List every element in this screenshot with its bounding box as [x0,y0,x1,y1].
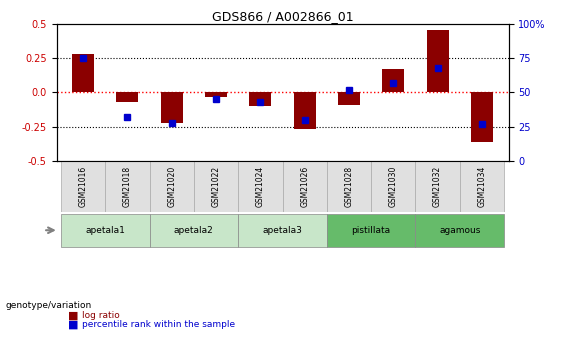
Bar [205,92,227,97]
Bar [238,214,327,247]
Text: GSM21034: GSM21034 [477,166,486,207]
Text: agamous: agamous [439,226,480,235]
Bar [150,161,194,212]
Bar [471,92,493,142]
Bar [327,214,415,247]
Bar [415,214,504,247]
Bar [105,161,150,212]
Text: GSM21026: GSM21026 [300,166,309,207]
Bar [72,54,94,92]
Text: apetala3: apetala3 [263,226,302,235]
Bar [61,161,105,212]
Text: apetala2: apetala2 [174,226,214,235]
Text: GSM21032: GSM21032 [433,166,442,207]
Text: log ratio: log ratio [82,311,120,320]
Bar [116,92,138,102]
Bar [282,161,327,212]
Bar [249,92,271,106]
Text: GSM21028: GSM21028 [345,166,354,207]
Text: GSM21020: GSM21020 [167,166,176,207]
Text: GSM21018: GSM21018 [123,166,132,207]
Text: pistillata: pistillata [351,226,390,235]
Bar [460,161,504,212]
Text: GSM21022: GSM21022 [211,166,220,207]
Title: GDS866 / A002866_01: GDS866 / A002866_01 [212,10,353,23]
Bar [238,161,282,212]
Text: GSM21024: GSM21024 [256,166,265,207]
Bar [415,161,460,212]
Text: GSM21016: GSM21016 [79,166,88,207]
Bar [382,69,405,92]
Bar [338,92,360,105]
Bar [294,92,316,129]
Text: GSM21030: GSM21030 [389,166,398,207]
Text: apetala1: apetala1 [85,226,125,235]
Bar [61,214,150,247]
Bar [371,161,415,212]
Text: ■: ■ [68,311,79,321]
Text: ■: ■ [68,319,79,329]
Bar [427,30,449,92]
Bar [327,161,371,212]
Text: genotype/variation: genotype/variation [6,301,92,310]
Bar [150,214,238,247]
Bar [194,161,238,212]
Text: percentile rank within the sample: percentile rank within the sample [82,320,235,329]
Bar [160,92,183,122]
